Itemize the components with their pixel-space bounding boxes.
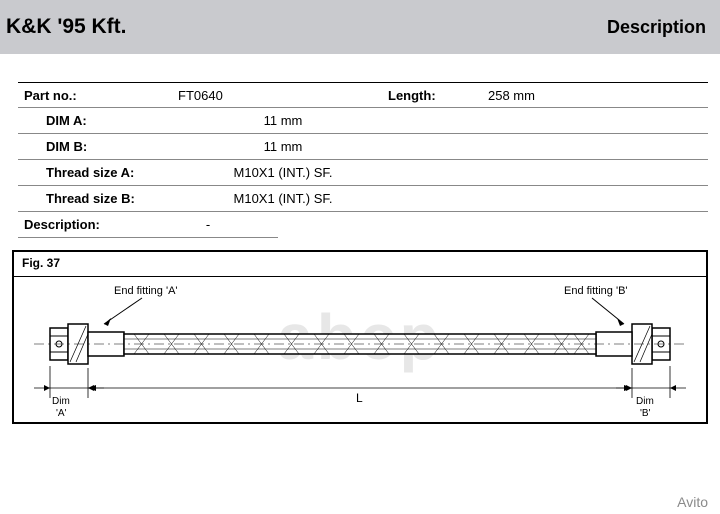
label-thread-b: Thread size B: bbox=[18, 191, 178, 206]
end-a-label: End fitting 'A' bbox=[114, 285, 178, 297]
page-title: Description bbox=[607, 17, 706, 38]
value-dim-a: 11 mm bbox=[178, 113, 388, 128]
svg-text:'B': 'B' bbox=[640, 408, 651, 419]
value-dim-b: 11 mm bbox=[178, 139, 388, 154]
value-description: - bbox=[158, 217, 258, 232]
value-thread-b: M10X1 (INT.) SF. bbox=[178, 191, 388, 206]
label-description: Description: bbox=[18, 217, 158, 232]
row-thread-a: Thread size A: M10X1 (INT.) SF. bbox=[18, 160, 708, 186]
end-b-label: End fitting 'B' bbox=[564, 285, 628, 297]
figure-title: Fig. 37 bbox=[14, 254, 706, 277]
label-length: Length: bbox=[388, 88, 488, 103]
dim-b-text: Dim bbox=[636, 396, 654, 407]
row-dim-b: DIM B: 11 mm bbox=[18, 134, 708, 160]
value-length: 258 mm bbox=[488, 88, 708, 103]
dim-a-text: Dim bbox=[52, 396, 70, 407]
label-dim-a: DIM A: bbox=[18, 113, 178, 128]
value-thread-a: M10X1 (INT.) SF. bbox=[178, 165, 388, 180]
footer-brand: Avito bbox=[677, 494, 708, 510]
figure-box: Fig. 37 abcp End fitting 'A' End fitting… bbox=[12, 250, 708, 424]
company-name: K&K '95 Kft. bbox=[6, 15, 127, 39]
spec-table: Part no.: FT0640 Length: 258 mm DIM A: 1… bbox=[0, 82, 720, 238]
row-thread-b: Thread size B: M10X1 (INT.) SF. bbox=[18, 186, 708, 212]
label-thread-a: Thread size A: bbox=[18, 165, 178, 180]
header-bar: K&K '95 Kft. Description bbox=[0, 0, 720, 54]
L-label: L bbox=[356, 391, 363, 405]
row-part-no: Part no.: FT0640 Length: 258 mm bbox=[18, 82, 708, 108]
label-part-no: Part no.: bbox=[18, 88, 178, 103]
label-dim-b: DIM B: bbox=[18, 139, 178, 154]
row-description: Description: - bbox=[18, 212, 278, 238]
row-dim-a: DIM A: 11 mm bbox=[18, 108, 708, 134]
svg-text:'A': 'A' bbox=[56, 408, 67, 419]
hose-diagram: End fitting 'A' End fitting 'B' bbox=[14, 276, 706, 424]
value-part-no: FT0640 bbox=[178, 88, 388, 103]
